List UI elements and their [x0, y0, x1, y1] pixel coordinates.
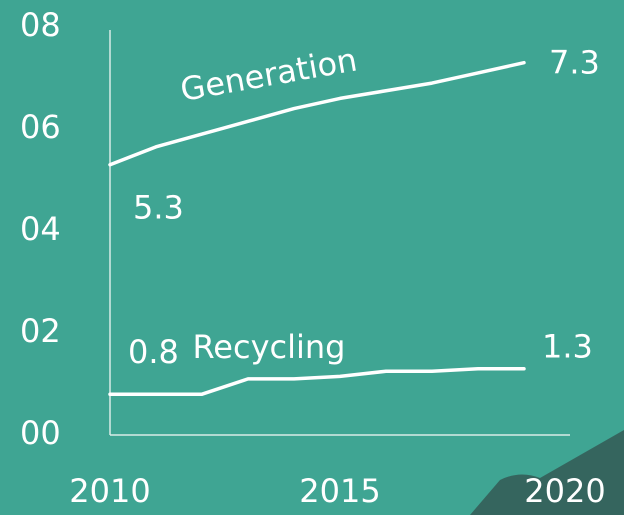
series-label: Recycling	[193, 328, 346, 366]
value-label: 0.8	[128, 333, 179, 371]
y-tick-label: 08	[20, 6, 61, 44]
x-tick-label: 2020	[524, 472, 605, 510]
y-tick-label: 06	[20, 108, 61, 146]
y-tick-label: 02	[20, 312, 61, 350]
line	[108, 366, 526, 396]
value-label: 7.3	[549, 44, 600, 82]
background-shape	[470, 430, 624, 515]
value-label: 5.3	[133, 189, 184, 227]
line	[108, 60, 526, 167]
x-tick-label: 2010	[69, 472, 150, 510]
value-label: 1.3	[542, 328, 593, 366]
y-tick-label: 00	[20, 414, 61, 452]
y-tick-label: 04	[20, 210, 61, 248]
x-tick-label: 2015	[299, 472, 380, 510]
